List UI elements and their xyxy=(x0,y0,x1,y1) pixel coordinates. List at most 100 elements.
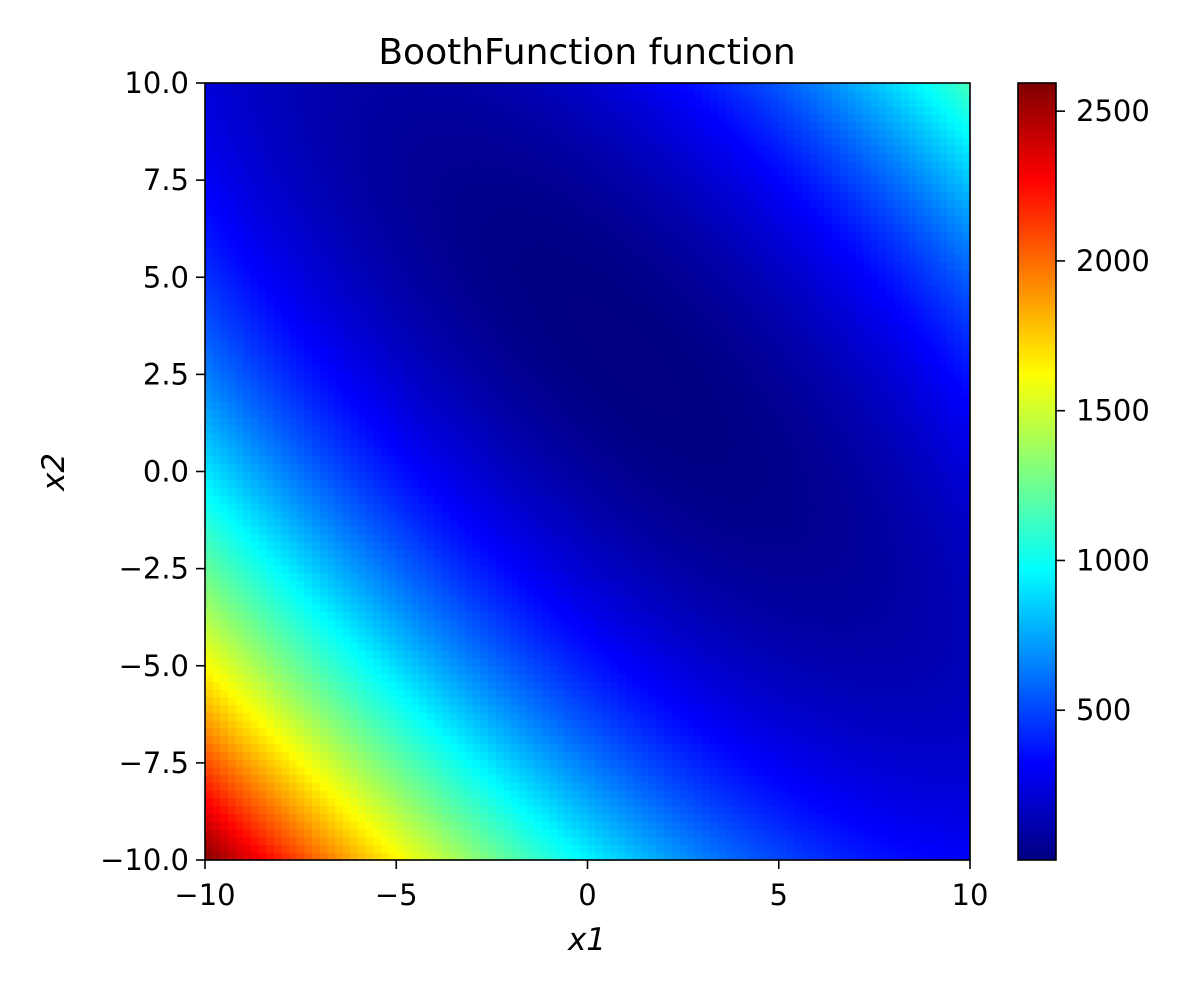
heatmap-cell xyxy=(365,813,374,822)
heatmap-cell xyxy=(610,844,619,853)
heatmap-cell xyxy=(832,673,841,682)
heatmap-cell xyxy=(885,533,895,543)
heatmap-cell xyxy=(503,595,512,605)
heatmap-cell xyxy=(610,758,619,768)
heatmap-cell xyxy=(541,564,550,574)
heatmap-cell xyxy=(526,502,535,511)
heatmap-cell xyxy=(319,766,328,776)
heatmap-cell xyxy=(801,611,810,620)
heatmap-cell xyxy=(358,657,367,667)
heatmap-cell xyxy=(931,510,940,519)
heatmap-cell xyxy=(732,619,742,628)
heatmap-cell xyxy=(296,790,306,799)
heatmap-cell xyxy=(488,774,497,783)
heatmap-cell xyxy=(511,595,520,605)
heatmap-cell xyxy=(258,665,267,675)
heatmap-cell xyxy=(725,696,734,706)
heatmap-cell xyxy=(449,657,459,667)
heatmap-cell xyxy=(350,727,359,737)
heatmap-cell xyxy=(901,704,910,713)
heatmap-cell xyxy=(870,525,879,535)
heatmap-cell xyxy=(855,665,864,675)
heatmap-cell xyxy=(870,813,879,822)
heatmap-cell xyxy=(388,525,397,535)
heatmap-cell xyxy=(916,797,925,807)
heatmap-cell xyxy=(472,665,481,675)
heatmap-cell xyxy=(335,494,344,504)
heatmap-cell xyxy=(296,588,306,597)
heatmap-cell xyxy=(350,626,359,636)
heatmap-cell xyxy=(564,494,573,504)
heatmap-cell xyxy=(862,704,872,713)
heatmap-cell xyxy=(426,821,436,830)
heatmap-cell xyxy=(380,704,390,713)
heatmap-cell xyxy=(235,790,244,799)
heatmap-cell xyxy=(618,487,627,496)
heatmap-cell xyxy=(457,712,466,721)
heatmap-cell xyxy=(717,626,726,636)
heatmap-cell xyxy=(579,518,589,527)
heatmap-cell xyxy=(870,790,879,799)
heatmap-cell xyxy=(664,479,673,488)
heatmap-cell xyxy=(549,657,558,667)
heatmap-cell xyxy=(426,657,436,667)
heatmap-cell xyxy=(511,564,520,574)
heatmap-cell xyxy=(893,619,902,628)
heatmap-cell xyxy=(350,634,359,644)
heatmap-cell xyxy=(916,681,925,690)
heatmap-cell xyxy=(304,549,313,558)
heatmap-cell xyxy=(205,673,214,682)
heatmap-cell xyxy=(380,525,390,535)
heatmap-cell xyxy=(358,712,367,721)
heatmap-cell xyxy=(916,720,925,729)
heatmap-cell xyxy=(740,774,749,783)
heatmap-cell xyxy=(434,642,443,651)
heatmap-cell xyxy=(296,611,306,620)
heatmap-cell xyxy=(380,556,390,566)
heatmap-cell xyxy=(694,549,703,558)
heatmap-cell xyxy=(205,572,214,581)
heatmap-cell xyxy=(954,844,963,853)
heatmap-cell xyxy=(258,766,267,776)
heatmap-cell xyxy=(924,743,933,752)
heatmap-cell xyxy=(556,727,566,737)
heatmap-cell xyxy=(365,626,374,636)
heatmap-cell xyxy=(572,533,581,543)
heatmap-cell xyxy=(939,758,948,768)
heatmap-cell xyxy=(579,580,589,589)
heatmap-cell xyxy=(342,626,351,636)
heatmap-cell xyxy=(901,689,910,698)
heatmap-cell xyxy=(694,766,703,776)
heatmap-cell xyxy=(426,572,436,581)
heatmap-cell xyxy=(916,844,925,853)
heatmap-cell xyxy=(947,611,956,620)
heatmap-cell xyxy=(809,487,818,496)
heatmap-cell xyxy=(289,580,298,589)
heatmap-cell xyxy=(511,487,520,496)
heatmap-cell xyxy=(709,595,719,605)
heatmap-cell xyxy=(817,665,826,675)
heatmap-cell xyxy=(434,743,443,752)
heatmap-cell xyxy=(633,774,642,783)
heatmap-cell xyxy=(847,821,856,830)
heatmap-cell xyxy=(595,844,604,853)
heatmap-cell xyxy=(763,665,772,675)
heatmap-cell xyxy=(556,525,566,535)
heatmap-cell xyxy=(511,821,520,830)
heatmap-cell xyxy=(518,642,527,651)
heatmap-cell xyxy=(472,751,481,760)
heatmap-cell xyxy=(679,774,688,783)
heatmap-cell xyxy=(480,479,489,488)
heatmap-cell xyxy=(396,580,405,589)
heatmap-cell xyxy=(786,642,795,651)
heatmap-cell xyxy=(465,518,474,527)
heatmap-cell xyxy=(947,790,956,799)
heatmap-cell xyxy=(235,782,244,791)
heatmap-cell xyxy=(212,696,221,706)
heatmap-cell xyxy=(296,766,306,776)
heatmap-cell xyxy=(839,836,849,846)
heatmap-cell xyxy=(656,689,665,698)
heatmap-cell xyxy=(878,541,887,550)
heatmap-cell xyxy=(426,494,436,504)
heatmap-cell xyxy=(587,502,596,511)
